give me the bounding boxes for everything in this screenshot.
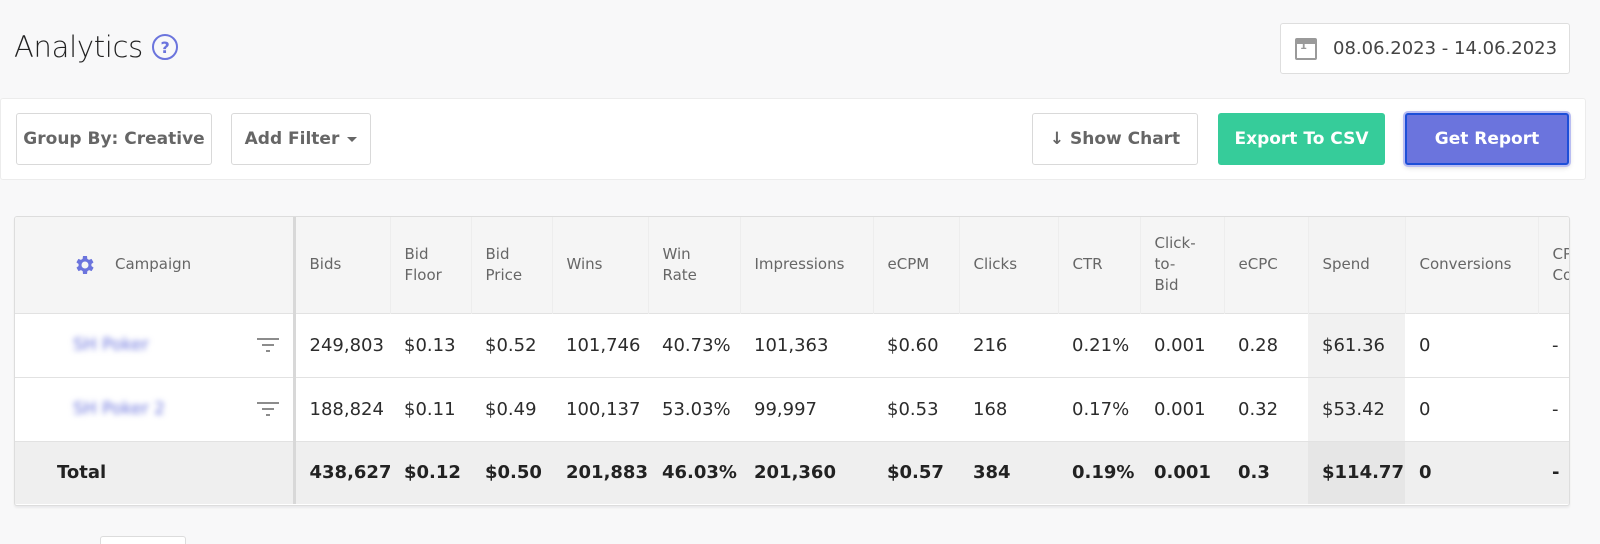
- group-by-button[interactable]: Group By: Creative: [16, 113, 212, 165]
- conversions-cell: 0: [1405, 376, 1538, 441]
- total-impressions: 201,360: [740, 440, 873, 504]
- bid-floor-cell: $0.11: [390, 376, 471, 441]
- spend-cell: $61.36: [1308, 312, 1405, 377]
- total-label: Total: [15, 440, 296, 504]
- bids-cell: 188,824: [294, 376, 390, 441]
- column-header-bids[interactable]: Bids: [294, 217, 391, 313]
- impressions-cell: 99,997: [740, 376, 873, 441]
- column-header-campaign[interactable]: Campaign: [15, 217, 296, 313]
- cpa-conversions-cell: -: [1538, 376, 1569, 441]
- show-chart-button[interactable]: ↓ Show Chart: [1032, 113, 1198, 165]
- column-header-bid-floor[interactable]: Bid Floor: [390, 217, 472, 313]
- wins-cell: 101,746: [552, 312, 648, 377]
- spend-cell: $53.42: [1308, 376, 1405, 441]
- total-spend: $114.77: [1308, 440, 1405, 504]
- cpa-conversions-cell: -: [1538, 312, 1569, 377]
- total-wins: 201,883: [552, 440, 648, 504]
- column-header-ecpm[interactable]: eCPM: [873, 217, 960, 313]
- total-clicks: 384: [959, 440, 1058, 504]
- ecpc-cell: 0.28: [1224, 312, 1308, 377]
- table-row: SH Poker 249,803 $0.13 $0.52 101,746 40.…: [15, 312, 1569, 377]
- export-csv-button[interactable]: Export To CSV: [1218, 113, 1385, 165]
- clicks-cell: 216: [959, 312, 1058, 377]
- analytics-table: Campaign Bids Bid Floor Bid Price Wins Win…: [15, 217, 1569, 504]
- table-row: SH Poker 2 188,824 $0.11 $0.49 100,137 5…: [15, 376, 1569, 441]
- ctr-cell: 0.17%: [1058, 376, 1140, 441]
- filter-icon[interactable]: [256, 401, 279, 417]
- column-header-conversions[interactable]: Conversions: [1405, 217, 1539, 313]
- wins-cell: 100,137: [552, 376, 648, 441]
- column-header-clicks[interactable]: Clicks: [959, 217, 1059, 313]
- page-title-text: Analytics: [14, 30, 143, 64]
- column-header-ctr[interactable]: CTR: [1058, 217, 1141, 313]
- column-header-wins[interactable]: Wins: [552, 217, 649, 313]
- total-win-rate: 46.03%: [648, 440, 740, 504]
- page-size-select[interactable]: [100, 536, 186, 544]
- total-click-to-bid: 0.001: [1140, 440, 1224, 504]
- date-range-value: 08.06.2023 - 14.06.2023: [1333, 38, 1558, 59]
- page-header: Analytics ? 08.06.2023 - 14.06.2023: [0, 0, 1600, 98]
- campaign-link[interactable]: SH Poker 2: [73, 399, 165, 419]
- column-header-impressions[interactable]: Impressions: [740, 217, 874, 313]
- ecpm-cell: $0.53: [873, 376, 959, 441]
- column-header-win-rate[interactable]: Win Rate: [648, 217, 741, 313]
- ecpc-cell: 0.32: [1224, 376, 1308, 441]
- add-filter-label: Add Filter: [244, 129, 340, 149]
- add-filter-button[interactable]: Add Filter: [231, 113, 371, 165]
- win-rate-cell: 53.03%: [648, 376, 740, 441]
- total-ecpc: 0.3: [1224, 440, 1308, 504]
- column-header-cpa-conversions[interactable]: CPACon: [1538, 217, 1569, 313]
- column-header-bid-price[interactable]: Bid Price: [471, 217, 553, 313]
- total-bid-floor: $0.12: [390, 440, 471, 504]
- ecpm-cell: $0.60: [873, 312, 959, 377]
- ctr-cell: 0.21%: [1058, 312, 1140, 377]
- total-ecpm: $0.57: [873, 440, 959, 504]
- date-range-picker[interactable]: 08.06.2023 - 14.06.2023: [1280, 23, 1570, 74]
- bids-cell: 249,803: [294, 312, 390, 377]
- bid-price-cell: $0.52: [471, 312, 552, 377]
- clicks-cell: 168: [959, 376, 1058, 441]
- question-circle-icon[interactable]: ?: [152, 34, 178, 60]
- total-ctr: 0.19%: [1058, 440, 1140, 504]
- page-title: Analytics ?: [14, 30, 178, 64]
- table-total-row: Total 438,627 $0.12 $0.50 201,883 46.03%…: [15, 440, 1569, 504]
- impressions-cell: 101,363: [740, 312, 873, 377]
- campaign-header-label: Campaign: [115, 255, 192, 274]
- export-csv-label: Export To CSV: [1234, 129, 1369, 149]
- bid-price-cell: $0.49: [471, 376, 552, 441]
- caret-down-icon: [347, 136, 358, 142]
- bid-floor-cell: $0.13: [390, 312, 471, 377]
- total-cpa-conversions: -: [1538, 440, 1569, 504]
- show-chart-label: ↓ Show Chart: [1049, 129, 1181, 149]
- win-rate-cell: 40.73%: [648, 312, 740, 377]
- conversions-cell: 0: [1405, 312, 1538, 377]
- report-toolbar: Group By: Creative Add Filter ↓ Show Cha…: [0, 98, 1586, 180]
- get-report-button[interactable]: Get Report: [1405, 113, 1569, 165]
- column-header-spend[interactable]: Spend: [1308, 217, 1406, 313]
- gear-icon[interactable]: [73, 253, 97, 277]
- filter-icon[interactable]: [256, 337, 279, 353]
- column-header-click-to-bid[interactable]: Click-to- Bid: [1140, 217, 1225, 313]
- table-header-row: Campaign Bids Bid Floor Bid Price Wins Win…: [15, 217, 1569, 313]
- group-by-label: Group By: Creative: [23, 129, 205, 149]
- get-report-label: Get Report: [1434, 129, 1540, 149]
- total-bid-price: $0.50: [471, 440, 552, 504]
- click-to-bid-cell: 0.001: [1140, 376, 1224, 441]
- campaign-link[interactable]: SH Poker: [73, 335, 149, 355]
- calendar-icon: [1295, 37, 1317, 60]
- column-header-ecpc[interactable]: eCPC: [1224, 217, 1309, 313]
- click-to-bid-cell: 0.001: [1140, 312, 1224, 377]
- analytics-table-container: Campaign Bids Bid Floor Bid Price Wins Win…: [14, 216, 1570, 506]
- campaign-cell: SH Poker 2: [15, 376, 296, 441]
- total-bids: 438,627: [294, 440, 390, 504]
- campaign-cell: SH Poker: [15, 312, 296, 377]
- total-conversions: 0: [1405, 440, 1538, 504]
